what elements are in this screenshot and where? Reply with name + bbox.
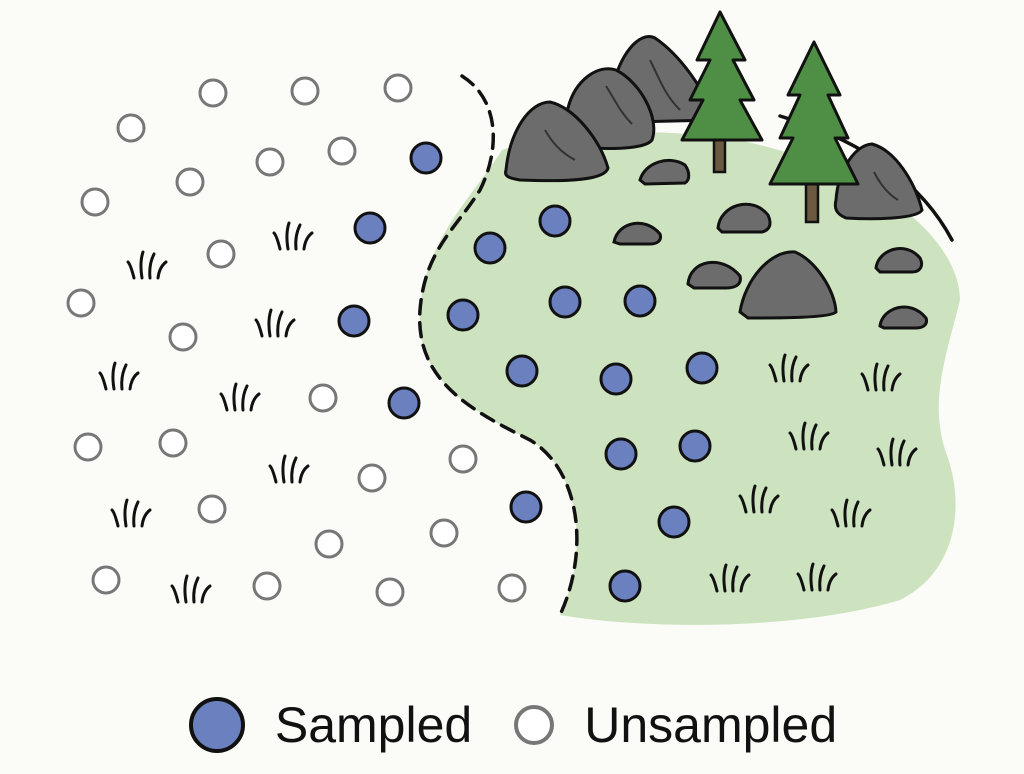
legend-item-unsampled: Unsampled xyxy=(512,700,837,750)
sampled-point xyxy=(446,298,480,332)
legend: Sampled Unsampled xyxy=(0,690,1024,760)
unsampled-point xyxy=(158,428,188,458)
sampled-point xyxy=(538,204,572,238)
sampled-point xyxy=(608,569,642,603)
dashed-boundary-line xyxy=(418,74,579,617)
sampled-point xyxy=(509,490,543,524)
sampling-diagram xyxy=(66,10,960,625)
sampled-point xyxy=(678,429,712,463)
unsampled-point xyxy=(66,288,96,318)
unsampled-point xyxy=(375,577,405,607)
sampled-point xyxy=(337,304,371,338)
grass-layer xyxy=(98,221,918,604)
sampled-point xyxy=(604,437,638,471)
grass-tuft-icon xyxy=(876,437,918,467)
sampled-point xyxy=(685,351,719,385)
unsampled-point xyxy=(168,322,198,352)
grass-tuft-icon xyxy=(98,361,140,391)
unsampled-point xyxy=(255,147,285,177)
unsampled-point xyxy=(448,444,478,474)
pine-tree-icon xyxy=(768,40,860,224)
rock-icon xyxy=(716,202,772,234)
grass-tuft-icon xyxy=(254,308,296,338)
grass-tuft-icon xyxy=(860,362,902,392)
grass-tuft-icon xyxy=(788,421,830,451)
unsampled-point xyxy=(198,78,228,108)
grass-tuft-icon xyxy=(272,221,314,251)
sampled-marker-icon xyxy=(188,697,245,753)
unsampled-point xyxy=(497,573,527,603)
grass-tuft-icon xyxy=(796,562,838,592)
sample-points xyxy=(66,73,719,607)
unsampled-point xyxy=(197,494,227,524)
grass-tuft-icon xyxy=(170,574,212,604)
unsampled-point xyxy=(175,167,205,197)
grass-tuft-icon xyxy=(219,382,261,412)
unsampled-point xyxy=(308,383,338,413)
legend-item-sampled: Sampled xyxy=(187,695,472,755)
rock-icon xyxy=(738,250,838,320)
rock-icon xyxy=(638,159,691,186)
grass-tuft-icon xyxy=(768,353,810,383)
sampled-point xyxy=(409,141,443,175)
unsampled-point xyxy=(206,239,236,269)
sampled-point xyxy=(548,285,582,319)
sampled-point xyxy=(353,211,387,245)
unsampled-point xyxy=(116,113,146,143)
unsampled-point xyxy=(327,136,357,166)
unsampled-point xyxy=(429,518,459,548)
legend-label-sampled: Sampled xyxy=(274,697,473,753)
unsampled-point xyxy=(252,571,282,601)
rock-icon xyxy=(612,221,662,246)
rock-icon xyxy=(878,305,928,330)
grass-tuft-icon xyxy=(709,563,751,593)
rock-icon xyxy=(833,142,924,221)
sampled-point xyxy=(505,354,539,388)
unsampled-point xyxy=(314,529,344,559)
unsampled-point xyxy=(383,73,413,103)
grass-tuft-icon xyxy=(830,498,872,528)
sampled-point xyxy=(599,362,633,396)
unsampled-point xyxy=(357,463,387,493)
legend-label-unsampled: Unsampled xyxy=(584,697,838,753)
pine-tree-icon xyxy=(680,10,764,174)
grass-tuft-icon xyxy=(126,250,168,280)
unsampled-point xyxy=(73,432,103,462)
sampled-point xyxy=(387,386,421,420)
unsampled-point xyxy=(91,565,121,595)
rock-icon xyxy=(874,247,924,274)
sampled-point xyxy=(657,505,691,539)
unsampled-point xyxy=(80,187,110,217)
unsampled-marker-icon xyxy=(514,705,555,745)
rock-icon xyxy=(686,260,742,290)
sampled-point xyxy=(623,284,657,318)
sampled-point xyxy=(473,231,507,265)
grass-tuft-icon xyxy=(738,484,780,514)
grass-tuft-icon xyxy=(268,454,310,484)
unsampled-point xyxy=(290,76,320,106)
rock-icon xyxy=(504,100,610,183)
grass-tuft-icon xyxy=(110,498,152,528)
